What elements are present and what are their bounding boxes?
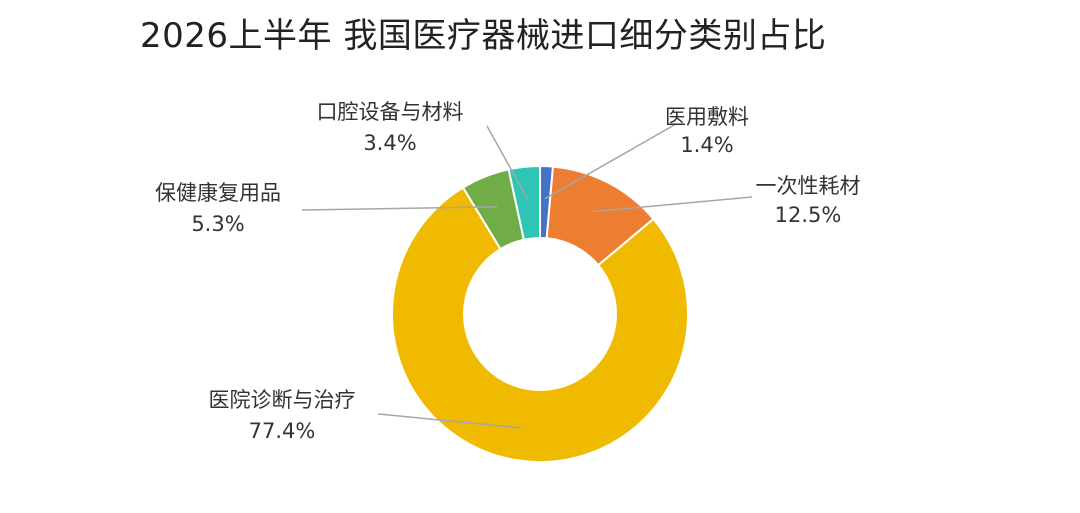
leader-line-group bbox=[301, 123, 753, 429]
slice-group bbox=[391, 164, 689, 463]
leader-line bbox=[486, 125, 529, 200]
leader-line bbox=[301, 206, 498, 211]
slice-category-label: 医院诊断与治疗 bbox=[209, 388, 356, 412]
chart-title: 2026上半年 我国医疗器械进口细分类别占比 bbox=[140, 16, 827, 56]
donut-slice bbox=[391, 186, 689, 463]
leader-line bbox=[544, 123, 677, 200]
slice-percent-label: 5.3% bbox=[191, 212, 244, 236]
slice-percent-label: 1.4% bbox=[680, 133, 733, 157]
donut-slice bbox=[507, 164, 541, 241]
slice-category-label: 保健康复用品 bbox=[155, 181, 281, 205]
slice-percent-label: 77.4% bbox=[249, 419, 316, 443]
slice-percent-label: 3.4% bbox=[363, 131, 416, 155]
leader-line bbox=[593, 196, 753, 213]
slice-category-label: 医用敷料 bbox=[665, 105, 749, 129]
label-group: 医用敷料 1.4% 一次性耗材 12.5% 医院诊断与治疗 77.4% 保健康复用品 5.3%… bbox=[155, 100, 861, 443]
leader-line bbox=[377, 413, 522, 429]
slice-category-label: 一次性耗材 bbox=[756, 174, 861, 198]
slice-percent-label: 12.5% bbox=[775, 203, 842, 227]
slice-category-label: 口腔设备与材料 bbox=[317, 100, 464, 124]
